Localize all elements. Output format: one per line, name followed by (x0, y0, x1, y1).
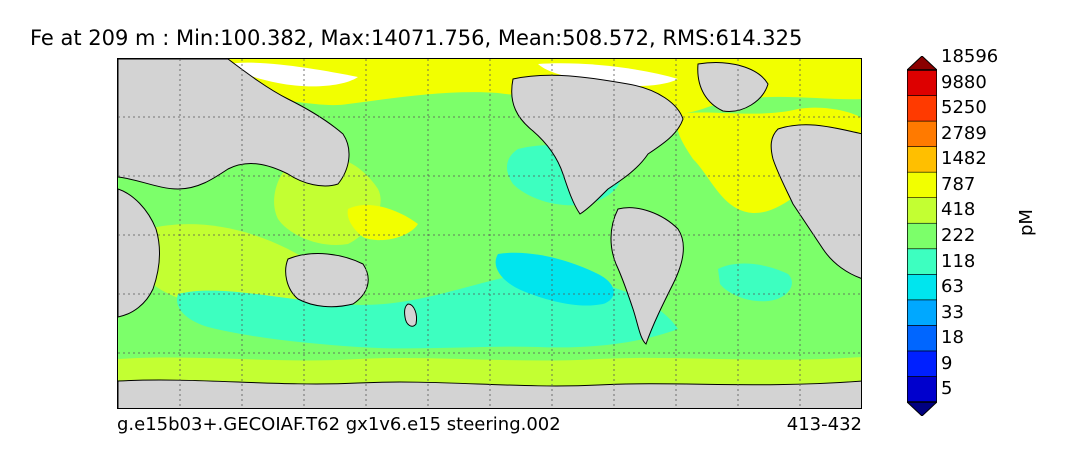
land-greenland (697, 62, 769, 112)
colorbar-tick-label: 1482 (941, 148, 987, 170)
ice-patch-north-1 (228, 62, 358, 87)
colorbar-tick-label: 9880 (941, 71, 987, 93)
colorbar-tick-label: 63 (941, 276, 964, 298)
land-south-america (610, 207, 684, 345)
ice-patch-north-2 (538, 63, 678, 86)
colorbar-tick-label: 9 (941, 352, 953, 374)
colorbar-extend-top (907, 56, 937, 71)
colorbar-segment (907, 222, 937, 250)
colorbar-segment (907, 325, 937, 352)
land-africa-left-wrap (118, 188, 161, 318)
colorbar-segment (907, 69, 937, 96)
plot-title: Fe at 209 m : Min:100.382, Max:14071.756… (30, 26, 803, 50)
colorbar-segment (907, 120, 937, 147)
colorbar-segment (907, 248, 937, 275)
colorbar-tick-label: 18 (941, 327, 964, 349)
land-eurasia-west (118, 59, 350, 190)
colorbar-segment (907, 197, 937, 224)
indonesia-yellow (347, 204, 418, 241)
run-name-label: g.e15b03+.GECOIAF.T62 gx1v6.e15 steering… (117, 414, 561, 435)
colorbar-tick-label: 2789 (941, 122, 987, 144)
map-gridlines (118, 59, 861, 408)
colorbar-segment (907, 376, 937, 403)
land-new-zealand (404, 303, 417, 327)
indian-ocean-lime (137, 224, 331, 314)
ocean-map (118, 59, 861, 408)
colorbar (907, 56, 937, 416)
colorbar-unit-label: pM (1016, 209, 1037, 236)
colorbar-segment (907, 95, 937, 122)
south-pacific-cyan (495, 252, 614, 306)
colorbar-segment (907, 146, 937, 173)
land-antarctica (118, 379, 861, 408)
south-atlantic-teal (718, 263, 792, 302)
colorbar-frame (907, 69, 937, 403)
colorbar-segment (907, 350, 937, 377)
colorbar-tick-label: 5250 (941, 97, 987, 119)
colorbar-tick-label: 118 (941, 250, 976, 272)
colorbar-segment (907, 274, 937, 301)
colorbar-tick-label: 18596 (941, 46, 999, 68)
colorbar-extend-bottom (907, 401, 937, 416)
colorbar-tick-label: 5 (941, 378, 953, 400)
years-label: 413-432 (786, 414, 862, 435)
colorbar-tick-label: 33 (941, 301, 964, 323)
colorbar-segment (907, 171, 937, 198)
colorbar-segments (907, 69, 937, 403)
colorbar-tick-label: 418 (941, 199, 976, 221)
colorbar-tick-label: 222 (941, 225, 976, 246)
colorbar-tick-label: 787 (941, 173, 976, 195)
map-panel (117, 58, 862, 409)
colorbar-segment (907, 299, 937, 326)
land-australia (285, 253, 369, 308)
